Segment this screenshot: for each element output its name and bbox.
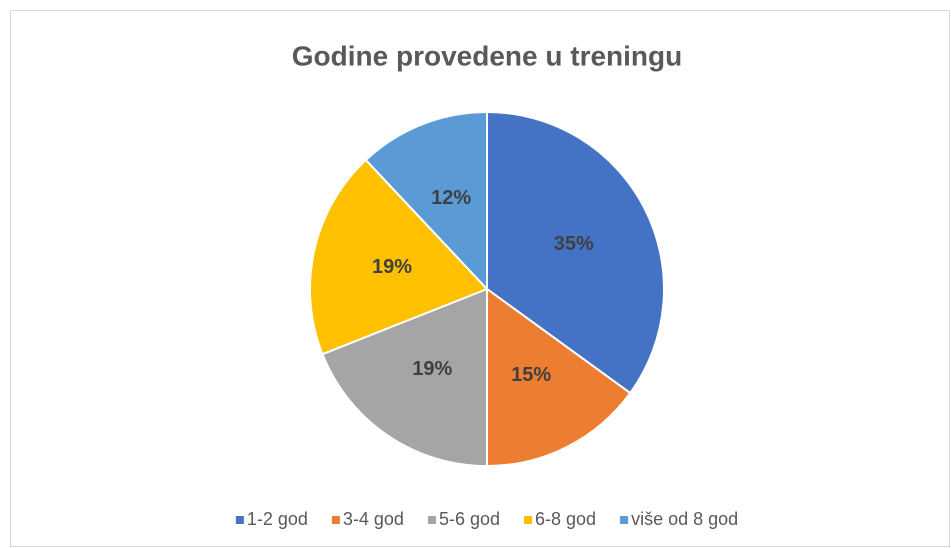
legend-swatch (524, 516, 533, 524)
chart-title: Godine provedene u treningu (292, 40, 682, 71)
legend-swatch (331, 516, 340, 524)
pie-slice (364, 110, 488, 292)
legend-label: više od 8 god (631, 509, 738, 529)
pie-slice (486, 110, 665, 395)
data-label: 19% (412, 358, 452, 380)
legend-swatch (427, 516, 436, 524)
legend-swatch (620, 516, 629, 524)
data-label: 35% (554, 233, 594, 255)
data-label: 12% (431, 187, 471, 209)
legend-label: 1-2 god (247, 509, 308, 529)
legend-swatch (235, 516, 244, 524)
data-label: 15% (511, 364, 551, 386)
pie-slice (486, 287, 632, 468)
pie-slice (309, 158, 489, 356)
data-label: 19% (372, 256, 412, 278)
legend-label: 6-8 god (535, 509, 596, 529)
legend-label: 5-6 god (439, 509, 500, 529)
pie-slice (321, 287, 488, 468)
legend-label: 3-4 god (343, 509, 404, 529)
